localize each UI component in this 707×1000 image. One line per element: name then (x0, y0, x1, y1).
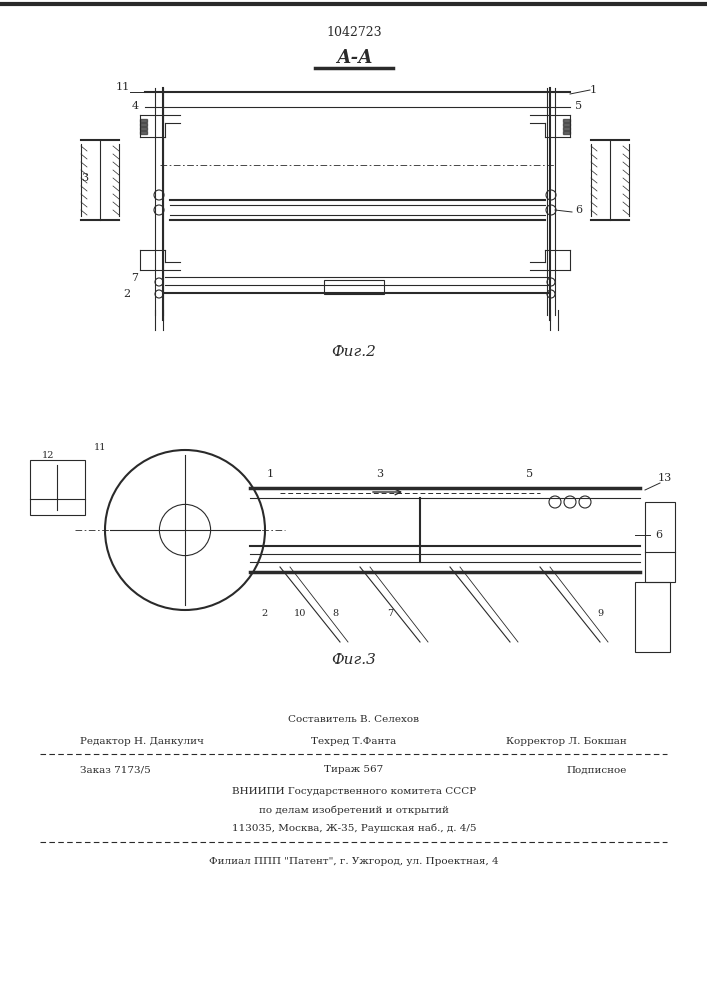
Text: 3: 3 (81, 173, 88, 183)
Text: 8: 8 (332, 609, 338, 618)
Text: 5: 5 (527, 469, 534, 479)
Text: А-А: А-А (336, 49, 373, 67)
Text: 7: 7 (387, 609, 393, 618)
Text: Фиг.3: Фиг.3 (332, 653, 376, 667)
Text: 12: 12 (42, 450, 54, 460)
Text: 5: 5 (575, 101, 582, 111)
Bar (645, 502, 675, 582)
Polygon shape (140, 119, 147, 122)
Polygon shape (563, 123, 570, 126)
Polygon shape (563, 131, 570, 134)
Text: 10: 10 (294, 609, 306, 618)
Text: 1: 1 (267, 469, 274, 479)
Text: 7: 7 (132, 273, 139, 283)
Polygon shape (140, 131, 147, 134)
Text: по делам изобретений и открытий: по делам изобретений и открытий (259, 805, 449, 815)
Bar (324, 280, 384, 294)
Text: Подписное: Подписное (566, 766, 627, 774)
Text: Корректор Л. Бокшан: Корректор Л. Бокшан (506, 738, 627, 746)
Text: Составитель В. Селехов: Составитель В. Селехов (288, 716, 419, 724)
Polygon shape (140, 123, 147, 126)
Text: 3: 3 (376, 469, 384, 479)
Text: Фиг.2: Фиг.2 (332, 345, 376, 359)
Text: 4: 4 (132, 101, 139, 111)
Text: 9: 9 (597, 609, 603, 618)
Text: 13: 13 (658, 473, 672, 483)
Text: 1: 1 (590, 85, 597, 95)
Text: 1042723: 1042723 (326, 25, 382, 38)
Polygon shape (563, 119, 570, 122)
Text: Техред Т.Фанта: Техред Т.Фанта (311, 738, 397, 746)
Text: 113035, Москва, Ж-35, Раушская наб., д. 4/5: 113035, Москва, Ж-35, Раушская наб., д. … (232, 823, 477, 833)
Text: 11: 11 (94, 444, 106, 452)
Text: 6: 6 (575, 205, 582, 215)
Polygon shape (563, 127, 570, 130)
Bar (30, 460, 85, 515)
Text: Редактор Н. Данкулич: Редактор Н. Данкулич (80, 738, 204, 746)
Text: 2: 2 (262, 609, 268, 618)
Text: Тираж 567: Тираж 567 (325, 766, 384, 774)
Text: Филиал ППП "Патент", г. Ужгород, ул. Проектная, 4: Филиал ППП "Патент", г. Ужгород, ул. Про… (209, 857, 499, 866)
Polygon shape (140, 127, 147, 130)
Text: 11: 11 (116, 82, 130, 92)
Text: ВНИИПИ Государственного комитета СССР: ВНИИПИ Государственного комитета СССР (232, 788, 476, 796)
Bar (635, 582, 670, 652)
Text: 2: 2 (123, 289, 130, 299)
Text: Заказ 7173/5: Заказ 7173/5 (80, 766, 151, 774)
Text: 6: 6 (655, 530, 662, 540)
